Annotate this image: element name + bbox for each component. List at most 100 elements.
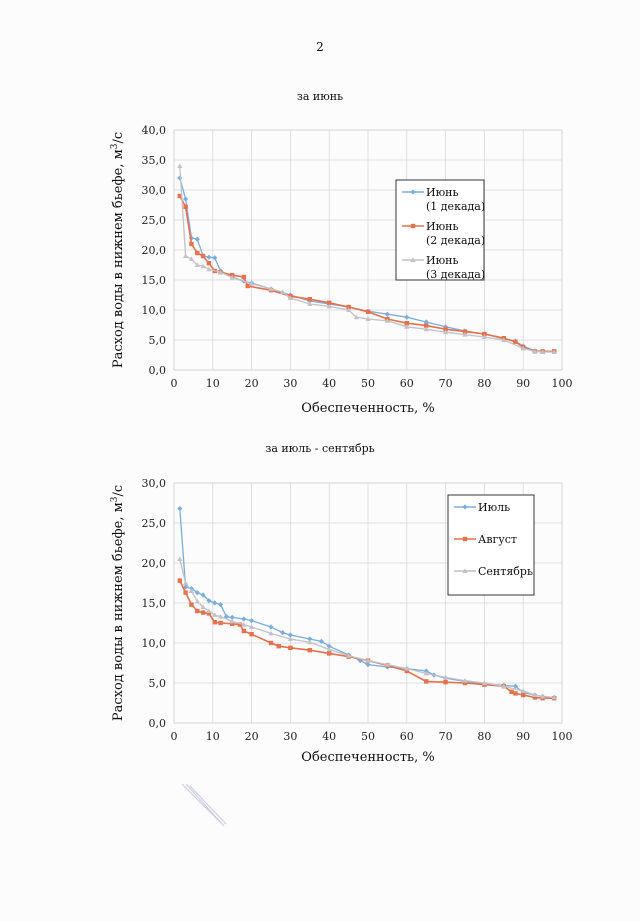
data-point [229,614,235,620]
data-point [183,253,189,258]
legend-swatch-marker [462,568,468,573]
x-tick-label: 0 [171,730,178,743]
series-line [179,165,555,353]
data-point [307,297,312,302]
data-point [194,262,200,267]
data-point [424,679,429,684]
data-point [189,241,194,247]
x-tick-label: 60 [400,377,414,390]
data-point [183,580,189,585]
data-point [288,645,293,650]
data-point [268,630,274,636]
data-point [280,289,286,294]
legend-label: Июнь [426,186,459,199]
data-point [249,618,255,624]
data-point [177,578,183,583]
data-point [188,256,195,261]
y-tick-label: 30,0 [142,184,167,197]
data-point [501,337,507,342]
x-tick-label: 90 [516,730,530,743]
y-axis-title-sup: 3 [110,496,120,502]
y-axis-title: Расход воды в нижнем бьефе, м3/с [110,485,126,721]
data-point [268,624,274,630]
data-point [194,590,200,596]
data-point [384,318,390,323]
y-axis-title: Расход воды в нижнем бьефе, м3/с [110,132,126,368]
data-point [223,614,229,620]
x-tick-label: 70 [439,377,453,390]
data-point [230,621,235,626]
x-tick-label: 100 [552,730,573,743]
x-tick-label: 20 [245,377,259,390]
data-point [327,651,332,656]
data-point [249,632,254,637]
data-point [462,680,468,686]
data-point [481,680,487,685]
y-tick-label: 25,0 [142,517,167,530]
x-tick-label: 80 [477,730,491,743]
data-point [218,620,223,626]
data-point [404,321,409,326]
data-point [194,598,200,604]
data-point [551,349,557,354]
x-tick-label: 0 [171,377,178,390]
data-point [206,611,212,616]
x-tick-label: 20 [245,730,259,743]
data-point [501,683,507,689]
legend-label: Июнь [426,220,459,233]
legend-label: (3 декада) [426,268,485,281]
series-line [179,580,555,700]
data-point [424,323,429,328]
data-point [540,349,546,354]
y-tick-label: 5,0 [149,334,167,347]
data-point [532,695,538,700]
data-point [326,303,332,309]
data-point [326,643,332,649]
x-tick-label: 60 [400,730,414,743]
data-point [200,253,206,259]
data-point [423,670,429,676]
data-point [423,319,429,325]
data-point [177,556,183,561]
x-tick-label: 10 [206,730,220,743]
y-tick-label: 0,0 [149,717,167,730]
legend-label: (1 декада) [426,200,485,213]
series-3 [177,556,557,700]
data-point [365,309,371,314]
legend-label: Июль [478,501,510,514]
y-axis-title-main: Расход воды в нижнем бьефе, м [111,149,126,368]
y-axis-title-tail: /с [111,485,126,497]
legend-label: Сентябрь [478,565,533,578]
y-tick-label: 0,0 [149,364,167,377]
data-point [307,648,312,653]
data-point [423,326,429,332]
data-point [521,692,526,698]
data-point [200,263,206,269]
x-tick-label: 30 [283,377,297,390]
y-tick-label: 40,0 [142,124,167,137]
y-axis-title-tail: /с [111,132,126,144]
data-point [229,618,235,624]
data-point [212,620,217,625]
data-point [177,506,183,512]
data-point [183,196,189,202]
data-point [462,678,468,683]
data-point [513,691,518,696]
page-number: 2 [316,40,324,54]
data-point [212,255,218,261]
legend-swatch-marker [462,536,468,542]
data-point [241,622,247,627]
data-point [206,254,212,260]
data-point [249,624,255,629]
data-point [512,683,519,689]
data-point [241,274,247,280]
data-point [217,269,224,275]
legend-swatch-marker [462,504,468,510]
june-flow-chart: 0 10 20 30 40 50 60 70 80 90 100 0,0 5,0 10,0 15,0 20,0… [110,124,573,416]
data-point [200,610,206,615]
y-axis-title-main: Расход воды в нижнем бьефе, м [111,502,126,721]
x-tick-label: 50 [361,730,375,743]
data-point [365,658,371,663]
data-point [268,640,274,646]
legend-label: (2 декада) [426,234,485,247]
